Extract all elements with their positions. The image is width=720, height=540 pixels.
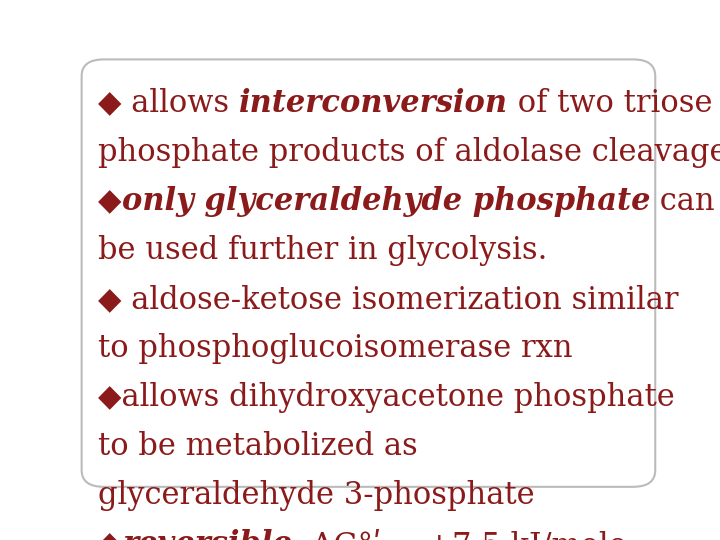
Text: ◆: ◆ xyxy=(99,529,122,540)
Text: ◆ aldose-ketose isomerization similar: ◆ aldose-ketose isomerization similar xyxy=(99,284,679,315)
Text: glyceraldehyde 3-phosphate: glyceraldehyde 3-phosphate xyxy=(99,480,535,511)
Text: , ΔG°ʹ = +7.5 kJ/mole.: , ΔG°ʹ = +7.5 kJ/mole. xyxy=(292,529,636,540)
Text: ◆ allows: ◆ allows xyxy=(99,87,239,119)
Text: ◆allows dihydroxyacetone phosphate: ◆allows dihydroxyacetone phosphate xyxy=(99,382,675,413)
Text: interconversion: interconversion xyxy=(239,87,508,119)
Text: of two triose: of two triose xyxy=(508,87,713,119)
Text: be used further in glycolysis.: be used further in glycolysis. xyxy=(99,235,548,266)
Text: ◆: ◆ xyxy=(99,186,122,217)
Text: to phosphoglucoisomerase rxn: to phosphoglucoisomerase rxn xyxy=(99,333,573,364)
FancyBboxPatch shape xyxy=(81,59,655,487)
Text: can: can xyxy=(650,186,715,217)
Text: reversible: reversible xyxy=(122,529,292,540)
Text: only glyceraldehyde phosphate: only glyceraldehyde phosphate xyxy=(122,186,650,217)
Text: phosphate products of aldolase cleavage: phosphate products of aldolase cleavage xyxy=(99,137,720,168)
Text: to be metabolized as: to be metabolized as xyxy=(99,431,418,462)
